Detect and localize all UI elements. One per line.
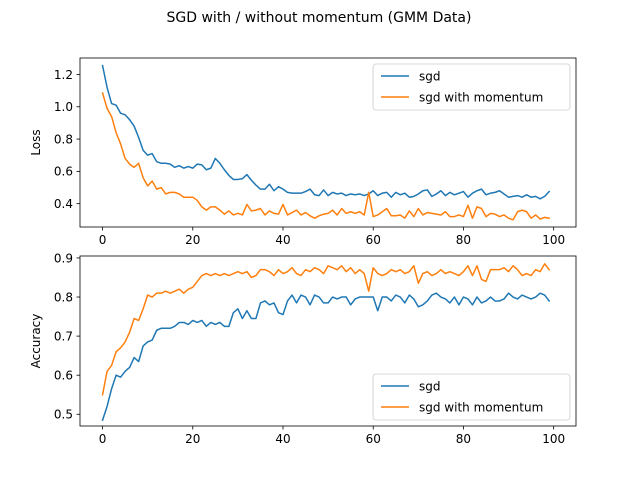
loss-xtick-label: 100 [542, 233, 565, 247]
loss-axes-frame [79, 57, 577, 228]
accuracy-ytick-label: 0.6 [54, 368, 73, 382]
loss-ylabel: Loss [29, 129, 43, 155]
loss-legend-box [372, 63, 571, 111]
accuracy-xtick-label: 0 [99, 432, 107, 446]
accuracy-xtick-label: 40 [275, 432, 290, 446]
accuracy-xtick-label: 20 [185, 432, 200, 446]
loss-xtick-label: 0 [99, 233, 107, 247]
accuracy-ytick-label: 0.5 [54, 408, 73, 422]
accuracy-legend: sgd sgd with momentum [372, 373, 571, 421]
accuracy-xtick-label: 60 [366, 432, 381, 446]
accuracy-ytick-label: 0.7 [54, 329, 73, 343]
loss-axes: 0 20 40 60 80 100 0.4 0.6 0.8 1.0 1.2 Loss sgd sgd wi… [29, 57, 577, 247]
loss-legend: sgd sgd with momentum [372, 63, 571, 111]
figure-title: SGD with / without momentum (GMM Data) [167, 10, 472, 26]
loss-ytick-label: 1.0 [54, 100, 73, 114]
accuracy-xtick-label: 80 [456, 432, 471, 446]
accuracy-legend-label: sgd [419, 379, 441, 393]
accuracy-legend-box [372, 373, 571, 421]
loss-series-sgd-momentum-line [101, 92, 551, 221]
loss-series-sgd-line [101, 64, 551, 200]
loss-xtick-label: 40 [275, 233, 290, 247]
loss-xtick-label: 20 [185, 233, 200, 247]
loss-legend-label: sgd with momentum [419, 90, 543, 104]
loss-ytick-label: 0.8 [54, 132, 73, 146]
accuracy-series-sgd-momentum-line [101, 263, 551, 396]
accuracy-ytick-label: 0.9 [54, 251, 73, 265]
loss-xtick-label: 80 [456, 233, 471, 247]
accuracy-ytick-label: 0.8 [54, 290, 73, 304]
accuracy-xtick-label: 100 [542, 432, 565, 446]
accuracy-legend-label: sgd with momentum [419, 400, 543, 414]
accuracy-ylabel: Accuracy [29, 314, 43, 369]
accuracy-axes-frame [79, 255, 577, 427]
loss-ytick-label: 0.6 [54, 165, 73, 179]
loss-xtick-label: 60 [366, 233, 381, 247]
loss-ytick-label: 0.4 [54, 197, 73, 211]
accuracy-axes: 0 20 40 60 80 1000.50.60.70.80.9Accuracysgdsg… [29, 251, 577, 446]
loss-ytick-label: 1.2 [54, 68, 73, 82]
accuracy-series-sgd-line [101, 292, 551, 422]
loss-legend-label: sgd [419, 69, 441, 83]
